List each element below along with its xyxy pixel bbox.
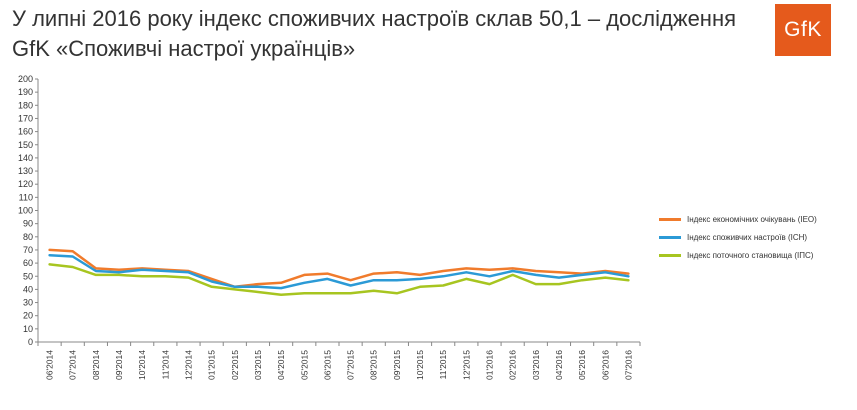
y-tick-label: 150 [18,140,33,150]
x-tick-label: 07'2014 [68,350,78,380]
legend-swatch [659,217,681,221]
x-tick-label: 04'2015 [276,350,286,380]
x-tick-label: 05'2015 [299,350,309,380]
x-tick-label: 01'2016 [485,350,495,380]
x-tick-label: 03'2016 [531,350,541,380]
y-tick-label: 40 [23,284,33,294]
legend-label: Індекс економічних очікувань (ІЕО) [687,214,817,224]
y-tick-label: 10 [23,324,33,334]
x-tick-label: 02'2015 [230,350,240,380]
logo-text: GfK [784,18,822,41]
y-tick-label: 70 [23,245,33,255]
y-tick-label: 110 [19,192,33,202]
y-tick-label: 100 [18,206,33,216]
x-tick-label: 01'2015 [207,350,217,380]
legend-swatch [659,235,681,239]
x-tick-label: 06'2015 [322,350,332,380]
y-tick-label: 170 [18,113,33,123]
x-tick-label: 03'2015 [253,350,263,380]
y-tick-label: 200 [18,74,33,84]
x-tick-label: 06'2014 [45,350,55,380]
y-tick-label: 20 [23,311,33,321]
y-tick-label: 0 [28,337,33,347]
x-tick-label: 08'2015 [369,350,379,380]
x-tick-label: 09'2015 [392,350,402,380]
x-tick-label: 06'2016 [600,350,610,380]
legend-swatch [659,253,681,257]
page-title: У липні 2016 року індекс споживчих настр… [12,6,737,61]
x-tick-label: 08'2014 [91,350,101,380]
legend-item: Індекс споживчих настроїв (ІСН) [659,228,817,246]
y-tick-label: 80 [23,232,33,242]
x-tick-label: 05'2016 [577,350,587,380]
x-tick-label: 07'2016 [623,350,633,380]
x-tick-label: 04'2016 [554,350,564,380]
x-tick-label: 11'2014 [160,350,170,380]
y-tick-label: 130 [18,166,33,176]
x-tick-label: 12'2015 [461,350,471,380]
y-tick-label: 180 [18,100,33,110]
y-tick-label: 90 [23,219,33,229]
y-tick-label: 160 [18,127,33,137]
y-tick-label: 120 [18,179,33,189]
y-tick-label: 30 [23,298,33,308]
x-tick-label: 10'2015 [415,350,425,380]
x-tick-label: 10'2014 [137,350,147,380]
x-tick-label: 07'2015 [346,350,356,380]
y-tick-label: 190 [18,87,33,97]
legend-item: Індекс поточного становища (ІПС) [659,246,817,264]
x-tick-label: 02'2016 [508,350,518,380]
series-line-3 [48,263,630,296]
x-tick-label: 09'2014 [114,350,124,380]
y-tick-label: 50 [23,271,33,281]
x-tick-label: 11'2015 [438,350,448,380]
legend-item: Індекс економічних очікувань (ІЕО) [659,210,817,228]
chart-legend: Індекс економічних очікувань (ІЕО) Індекс… [659,210,817,264]
legend-label: Індекс споживчих настроїв (ІСН) [687,232,808,242]
series-line-1 [48,248,630,289]
y-tick-label: 140 [18,153,33,163]
x-tick-label: 12'2014 [184,350,194,380]
y-tick-label: 60 [23,258,33,268]
legend-label: Індекс поточного становища (ІПС) [687,250,814,260]
series-line-2 [48,253,630,290]
gfk-logo: GfK [775,4,831,56]
